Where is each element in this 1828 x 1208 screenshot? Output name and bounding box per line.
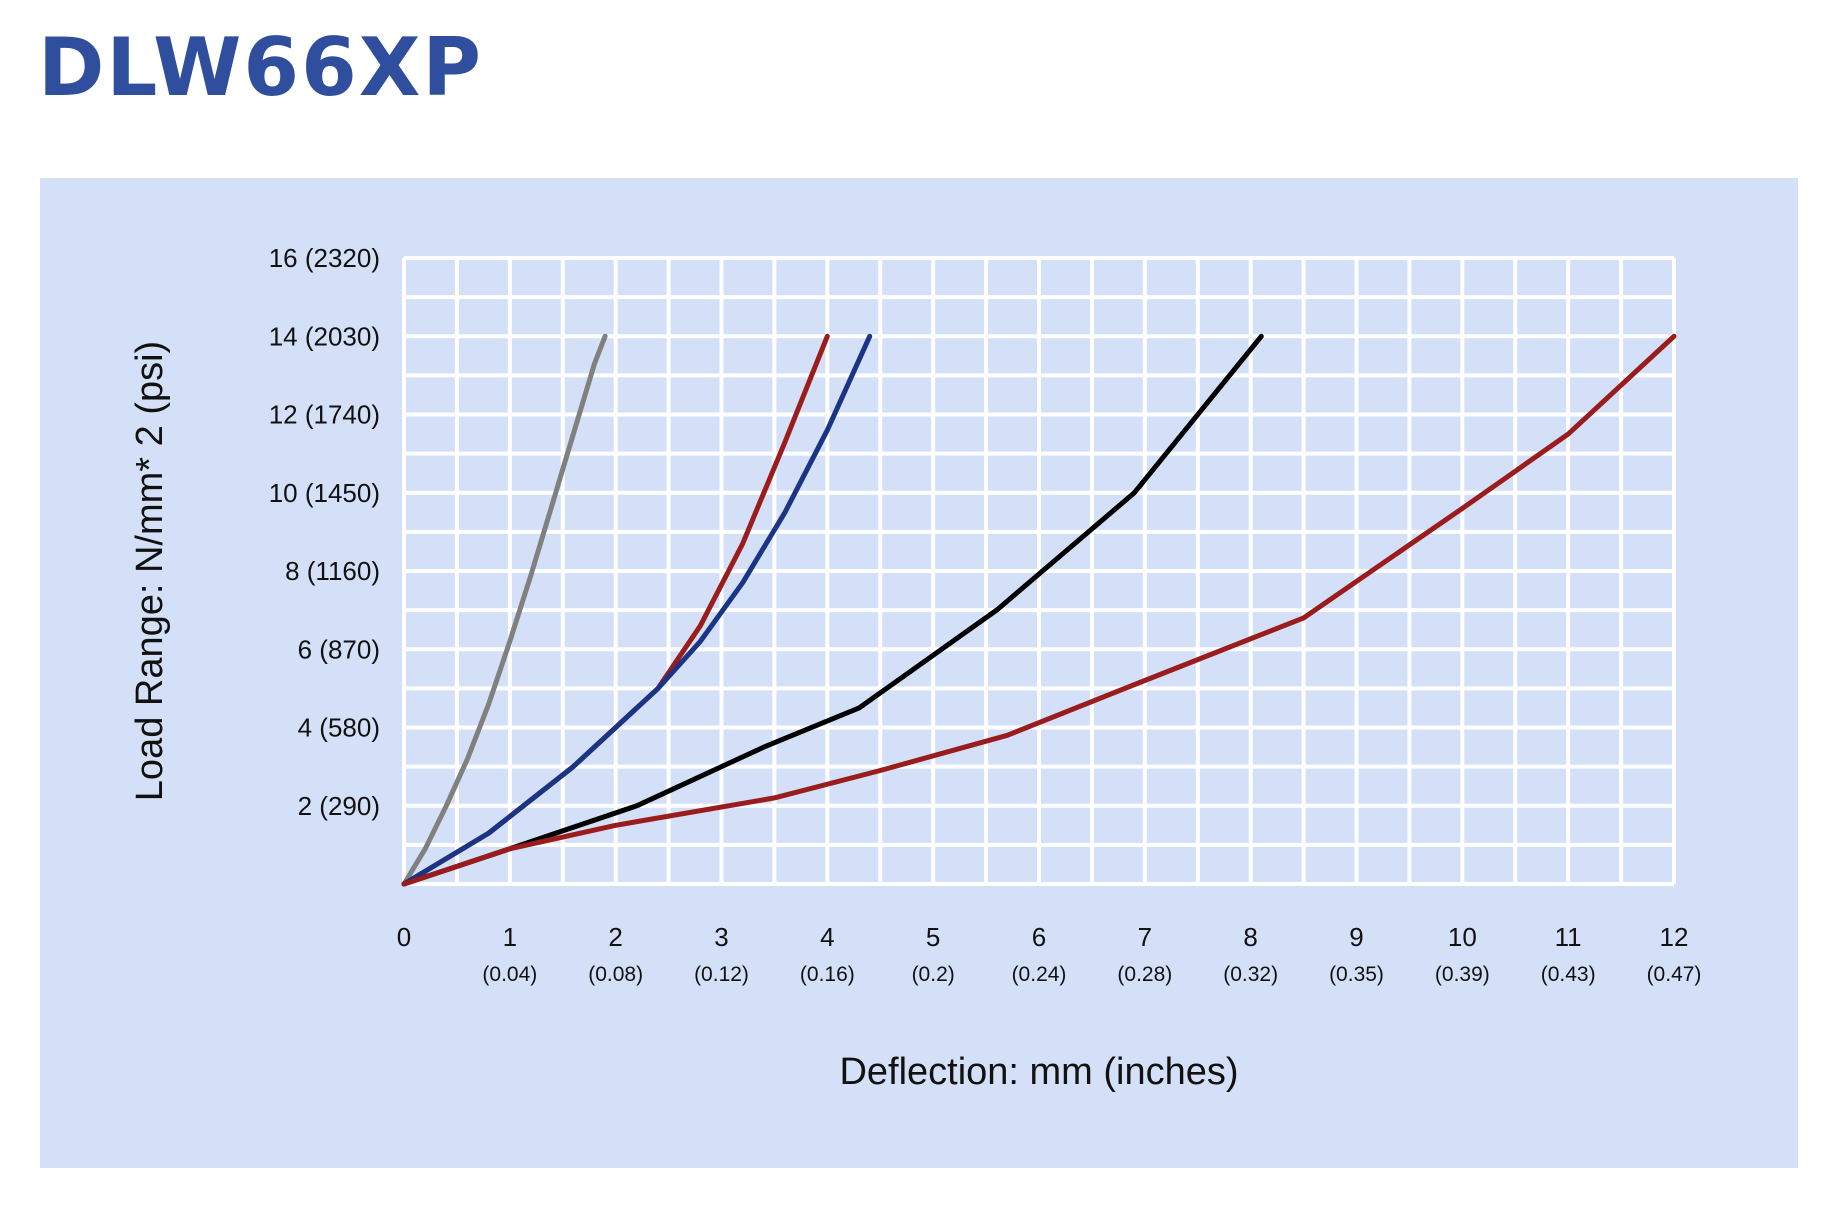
x-tick-sublabel: (0.12): [694, 963, 749, 986]
load-deflection-chart: 0 1 (0.04) 2 (0.08) 3 (0.12) 4 (0.16) 5 (0.2) 6 (0.2…: [129, 243, 1702, 1093]
y-tick-label: 6 (870): [298, 634, 380, 664]
series-line-1: [401, 333, 608, 887]
x-axis-title: Deflection: mm (inches): [839, 1051, 1238, 1093]
y-tick-label: 14 (2030): [269, 321, 380, 351]
x-tick-sublabel: (0.2): [912, 963, 955, 986]
x-tick-label: 11: [1555, 922, 1582, 952]
y-tick-label: 2 (290): [298, 791, 380, 821]
y-tick-label: 10 (1450): [269, 478, 380, 508]
y-tick-label: 16 (2320): [269, 243, 380, 273]
x-tick-sublabel: (0.39): [1435, 963, 1490, 986]
series-line-5: [401, 333, 1677, 887]
y-tick-label: 12 (1740): [269, 400, 380, 430]
x-tick-label: 0: [397, 922, 411, 952]
x-tick-sublabel: (0.35): [1329, 963, 1384, 986]
x-tick-label: 1: [503, 922, 517, 952]
x-tick-label: 7: [1138, 922, 1152, 952]
x-tick-sublabel: (0.28): [1117, 963, 1172, 986]
chart-panel: 0 1 (0.04) 2 (0.08) 3 (0.12) 4 (0.16) 5 (0.2) 6 (0.2…: [40, 178, 1798, 1168]
x-tick-label: 4: [820, 922, 834, 952]
x-tick-label: 10: [1448, 922, 1477, 952]
x-tick-label: 8: [1243, 922, 1257, 952]
page-title: DLW66XP: [38, 21, 484, 114]
x-tick-sublabel: (0.24): [1012, 963, 1067, 986]
x-tick-sublabel: (0.32): [1223, 963, 1278, 986]
x-tick-sublabel: (0.16): [800, 963, 855, 986]
y-axis-title: Load Range: N/mm* 2 (psi): [129, 341, 171, 801]
x-tick-sublabel: (0.04): [482, 963, 537, 986]
x-tick-sublabel: (0.08): [588, 963, 643, 986]
x-tick-label: 12: [1660, 922, 1689, 952]
x-tick-label: 9: [1349, 922, 1363, 952]
x-tick-sublabel: (0.47): [1647, 963, 1702, 986]
y-tick-label: 8 (1160): [285, 556, 380, 586]
x-tick-label: 5: [926, 922, 940, 952]
x-tick-label: 6: [1032, 922, 1046, 952]
y-tick-label: 4 (580): [298, 713, 380, 743]
x-tick-sublabel: (0.43): [1541, 963, 1596, 986]
x-tick-label: 2: [608, 922, 622, 952]
series-line-3: [401, 333, 873, 887]
x-tick-label: 3: [714, 922, 728, 952]
